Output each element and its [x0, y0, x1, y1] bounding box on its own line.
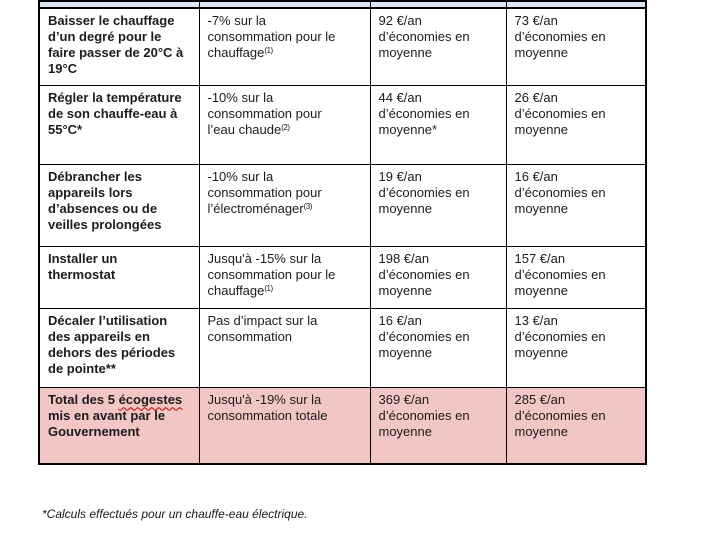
header-strip-cell: [38, 0, 200, 9]
savings-1-text: 44 €/an d’économies en moyenne*: [378, 89, 470, 137]
action-cell: Régler la température de son chauffe-eau…: [38, 84, 200, 165]
impact-text: -10% sur la consommation pour l’électrom…: [207, 168, 322, 216]
total-action-cell: Total des 5 écogestes mis en avant par l…: [38, 386, 200, 465]
table-row: Débrancher les appareils lors d’absences…: [38, 163, 647, 247]
footnote-ref: (1): [264, 46, 273, 55]
total-action-text: Total des 5: [48, 391, 119, 407]
impact-text: -10% sur la consommation pour l’eau chau…: [207, 89, 322, 137]
impact-text: -7% sur la consommation pour le chauffag…: [207, 13, 336, 60]
impact-cell: Jusqu'à -15% sur la consommation pour le…: [198, 245, 371, 309]
table-row: Décaler l’utilisation des appareils en d…: [38, 307, 647, 388]
total-row: Total des 5 écogestes mis en avant par l…: [38, 386, 647, 465]
savings-1-cell: 92 €/an d’économies en moyenne: [369, 7, 507, 86]
impact-cell: Pas d’impact sur la consommation: [198, 307, 371, 388]
action-cell: Décaler l’utilisation des appareils en d…: [38, 307, 200, 388]
table-row: Baisser le chauffage d’un degré pour le …: [38, 7, 647, 86]
savings-2-cell: 26 €/an d’économies en moyenne: [505, 84, 647, 165]
savings-1-text: 198 €/an d’économies en moyenne: [378, 250, 470, 298]
savings-1-cell: 19 €/an d’économies en moyenne: [369, 163, 507, 247]
impact-text: Pas d’impact sur la consommation: [207, 312, 318, 344]
footnote-1: *Calculs effectués pour un chauffe-eau é…: [42, 506, 308, 521]
action-text: Baisser le chauffage d’un degré pour le …: [48, 13, 184, 76]
savings-2-cell: 16 €/an d’économies en moyenne: [505, 163, 647, 247]
total-impact-cell: Jusqu'à -19% sur la consommation totale: [198, 386, 371, 465]
total-savings-1-cell: 369 €/an d’économies en moyenne: [369, 386, 507, 465]
impact-cell: -10% sur la consommation pour l’eau chau…: [198, 84, 371, 165]
total-savings-1-text: 369 €/an d’économies en moyenne: [378, 391, 470, 439]
impact-text: Jusqu'à -15% sur la consommation pour le…: [207, 250, 336, 298]
action-cell: Débrancher les appareils lors d’absences…: [38, 163, 200, 247]
footnote-ref: (2): [281, 122, 290, 132]
table-row: Installer un thermostat Jusqu'à -15% sur…: [38, 245, 647, 309]
savings-2-cell: 13 €/an d’économies en moyenne: [505, 307, 647, 388]
savings-2-cell: 73 €/an d’économies en moyenne: [505, 7, 647, 86]
savings-1-text: 19 €/an d’économies en moyenne: [378, 168, 470, 216]
action-text: Installer un thermostat: [48, 250, 118, 282]
spellcheck-underlined-word: écogestes: [118, 391, 183, 407]
total-savings-2-text: 285 €/an d’économies en moyenne: [514, 391, 606, 439]
action-cell: Baisser le chauffage d’un degré pour le …: [38, 7, 200, 86]
savings-2-cell: 157 €/an d’économies en moyenne: [505, 245, 647, 309]
action-text: Décaler l’utilisation des appareils en d…: [48, 312, 176, 376]
ecogestes-table: Baisser le chauffage d’un degré pour le …: [38, 0, 647, 465]
savings-2-text: 16 €/an d’économies en moyenne: [514, 168, 606, 216]
impact-cell: -7% sur la consommation pour le chauffag…: [198, 7, 371, 86]
action-text: Débrancher les appareils lors d’absences…: [48, 168, 162, 232]
action-text: Régler la température de son chauffe-eau…: [48, 89, 182, 137]
savings-2-text: 157 €/an d’économies en moyenne: [514, 250, 606, 298]
savings-2-text: 13 €/an d’économies en moyenne: [514, 312, 606, 360]
total-action-text: mis en avant par le Gouvernement: [48, 407, 166, 439]
header-strip-row: [38, 0, 647, 9]
footnote-ref: (3): [303, 201, 313, 211]
total-impact-text: Jusqu'à -19% sur la consommation totale: [207, 391, 328, 423]
savings-1-cell: 198 €/an d’économies en moyenne: [369, 245, 507, 309]
table-row: Régler la température de son chauffe-eau…: [38, 84, 647, 165]
footnote-ref: (1): [264, 283, 273, 293]
footnotes-block: *Calculs effectués pour un chauffe-eau é…: [42, 491, 714, 536]
header-strip-cell: [198, 0, 371, 9]
action-cell: Installer un thermostat: [38, 245, 200, 309]
savings-1-text: 16 €/an d’économies en moyenne: [378, 312, 470, 360]
header-strip-cell: [369, 0, 507, 9]
impact-cell: -10% sur la consommation pour l’électrom…: [198, 163, 371, 247]
header-strip-cell: [505, 0, 647, 9]
savings-2-text: 73 €/an d’économies en moyenne: [514, 13, 606, 60]
savings-2-text: 26 €/an d’économies en moyenne: [514, 89, 606, 137]
savings-1-cell: 44 €/an d’économies en moyenne*: [369, 84, 507, 165]
total-savings-2-cell: 285 €/an d’économies en moyenne: [505, 386, 647, 465]
savings-1-text: 92 €/an d’économies en moyenne: [378, 13, 470, 60]
savings-1-cell: 16 €/an d’économies en moyenne: [369, 307, 507, 388]
